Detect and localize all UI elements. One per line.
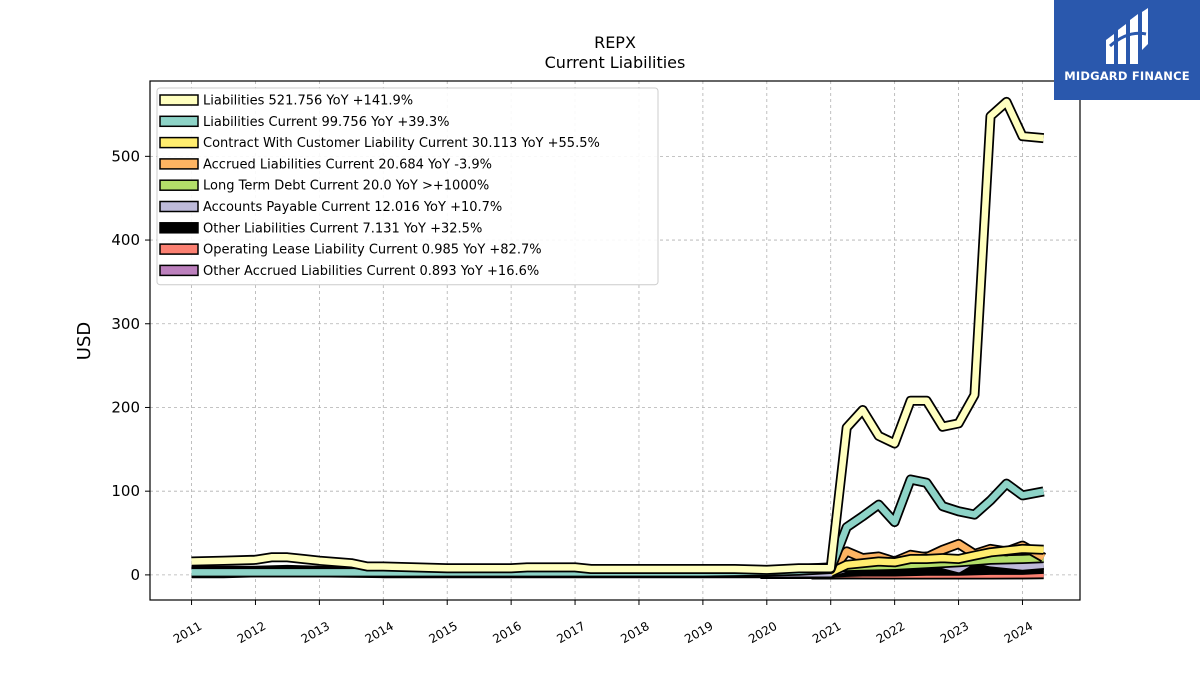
- legend-entry: Liabilities 521.756 YoY +141.9%: [203, 94, 413, 109]
- legend-swatch: [159, 200, 199, 213]
- x-tick-label: 2013: [299, 619, 332, 646]
- legend[interactable]: Liabilities 521.756 YoY +141.9% Liabiliti…: [156, 87, 659, 286]
- legend-entry: Other Liabilities Current 7.131 YoY +32.…: [203, 221, 482, 236]
- legend-entry: Accounts Payable Current 12.016 YoY +10.…: [203, 200, 502, 215]
- legend-entry: Contract With Customer Liability Current…: [203, 136, 600, 151]
- x-tick-label: 2012: [235, 619, 268, 646]
- legend-swatch: [159, 115, 199, 128]
- x-tick-label: 2015: [426, 619, 459, 646]
- x-tick-label: 2019: [682, 619, 715, 646]
- legend-swatch: [159, 94, 199, 106]
- x-tick-label: 2022: [874, 619, 907, 646]
- x-tick-label: 2021: [810, 619, 843, 646]
- series-line: [191, 98, 1044, 574]
- logo-text: MIDGARD FINANCE: [1064, 69, 1190, 83]
- series-layer: [191, 96, 1047, 580]
- x-tick-label: 2011: [171, 619, 204, 646]
- legend-entry: Liabilities Current 99.756 YoY +39.3%: [203, 115, 450, 130]
- plot-frame: [149, 80, 1081, 601]
- y-tick-label: 0: [130, 566, 140, 584]
- legend-swatch: [159, 222, 199, 234]
- x-tick-label: 2018: [618, 619, 651, 646]
- legend-swatch: [159, 158, 199, 170]
- legend-entry: Accrued Liabilities Current 20.684 YoY -…: [203, 157, 492, 172]
- legend-entry: Long Term Debt Current 20.0 YoY >+1000%: [203, 179, 489, 194]
- logo-mark-icon: [1106, 8, 1148, 64]
- series-liabilities: [191, 96, 1045, 575]
- y-tick-label: 200: [111, 398, 140, 416]
- y-axis-label: USD: [74, 322, 95, 360]
- x-tick-label: 2014: [363, 619, 396, 646]
- y-tick-label: 400: [111, 231, 140, 249]
- x-tick-label: 2020: [746, 619, 779, 646]
- chart-title: REPX: [594, 33, 636, 52]
- legend-box: [156, 87, 659, 286]
- legend-swatch: [159, 136, 199, 149]
- legend-entry: Other Accrued Liabilities Current 0.893 …: [203, 264, 539, 279]
- x-tick-label: 2023: [938, 619, 971, 646]
- y-tick-label: 500: [111, 147, 140, 165]
- legend-swatch: [159, 264, 199, 277]
- x-tick-label: 2024: [1002, 619, 1035, 646]
- midgard-finance-logo: MIDGARD FINANCE: [1054, 0, 1200, 100]
- y-tick-label: 100: [111, 482, 140, 500]
- legend-swatch: [159, 179, 199, 191]
- legend-entry: Operating Lease Liability Current 0.985 …: [203, 243, 542, 258]
- series-line: [829, 545, 1044, 576]
- x-tick-label: 2017: [554, 619, 587, 646]
- series-contract-with-customer-liability-current: [828, 543, 1044, 577]
- chart-subtitle: Current Liabilities: [545, 53, 686, 72]
- y-tick-label: 300: [111, 315, 140, 333]
- x-tick-label: 2016: [490, 619, 523, 646]
- legend-swatch: [159, 243, 199, 255]
